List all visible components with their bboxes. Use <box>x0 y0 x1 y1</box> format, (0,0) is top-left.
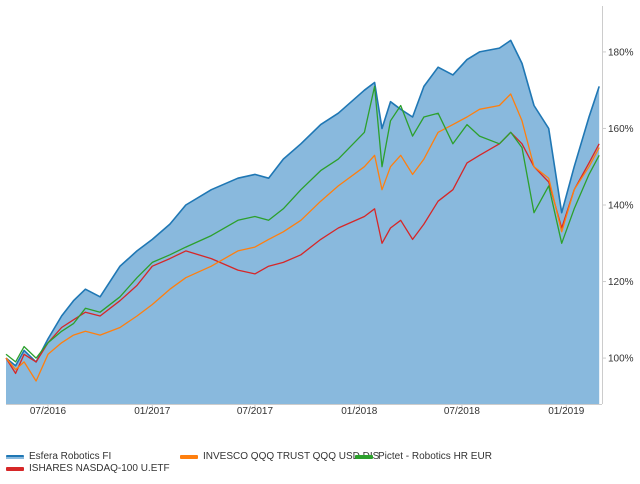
x-tick-label: 07/2016 <box>30 406 67 417</box>
x-tick-label: 01/2018 <box>341 406 378 417</box>
y-tick-label: 100% <box>608 354 634 365</box>
x-tick-label: 01/2017 <box>134 406 171 417</box>
legend-label-esfera-robotics: Esfera Robotics FI <box>29 451 112 462</box>
legend-item-invesco-qqq[interactable]: INVESCO QQQ TRUST QQQ USD DIS <box>180 451 379 462</box>
legend-item-ishares-nasdaq[interactable]: ISHARES NASDAQ-100 U.ETF <box>6 463 170 474</box>
x-tick-label: 07/2017 <box>237 406 274 417</box>
chart: 07/2016 01/2017 07/2017 01/2018 07/2018 01/20… <box>5 6 634 417</box>
line-layer <box>5 85 600 382</box>
legend-item-esfera-robotics[interactable]: Esfera Robotics FI <box>6 451 111 462</box>
legend-label-ishares-nasdaq: ISHARES NASDAQ-100 U.ETF <box>29 463 170 474</box>
x-tick-label: 07/2018 <box>444 406 481 417</box>
y-tick-label: 120% <box>608 277 634 288</box>
legend-swatch-invesco-qqq <box>180 454 198 459</box>
legend-label-pictet-robotics: Pictet - Robotics HR EUR <box>378 451 492 462</box>
x-tick-label: 01/2019 <box>548 406 585 417</box>
y-tick-label: 180% <box>608 47 634 58</box>
series-line-esfera-robotics-fi[interactable] <box>5 39 600 367</box>
legend-swatch-esfera-robotics <box>6 454 24 459</box>
area-layer <box>5 39 600 405</box>
series-line-pictet-robotics-hr-eur[interactable] <box>5 85 600 363</box>
legend-swatch-pictet-robotics <box>355 454 373 459</box>
tick-layer: 07/2016 01/2017 07/2017 01/2018 07/2018 01/20… <box>30 47 634 417</box>
legend-swatch-ishares-nasdaq <box>6 466 24 471</box>
legend-label-invesco-qqq: INVESCO QQQ TRUST QQQ USD DIS <box>203 451 380 462</box>
legend-item-pictet-robotics[interactable]: Pictet - Robotics HR EUR <box>355 451 492 462</box>
series-line-invesco-qqq-trust-qqq-usd-dis[interactable] <box>5 93 600 382</box>
y-tick-label: 160% <box>608 124 634 135</box>
y-tick-label: 140% <box>608 201 634 212</box>
area-fill-esfera-robotics-fi <box>6 40 600 405</box>
